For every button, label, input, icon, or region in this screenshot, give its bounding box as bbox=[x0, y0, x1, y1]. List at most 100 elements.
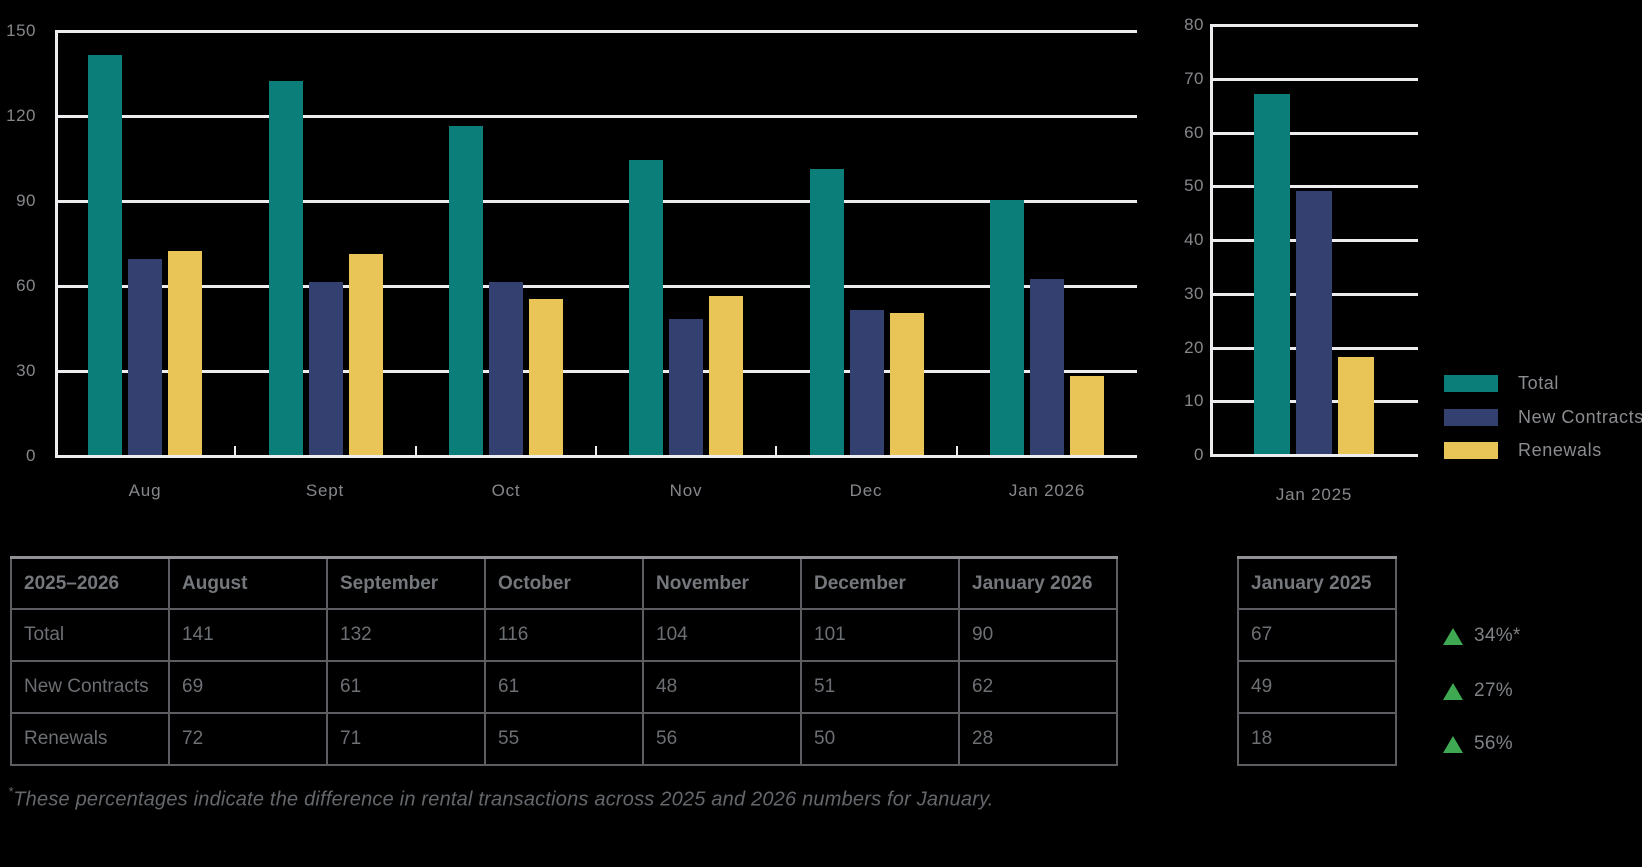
table-cell: 18 bbox=[1237, 712, 1397, 766]
bar-new-contracts bbox=[128, 259, 162, 455]
bar-new-contracts bbox=[489, 282, 523, 455]
triangle-up-icon bbox=[1443, 682, 1463, 700]
table-row: New Contracts 69 61 61 48 51 62 bbox=[10, 660, 1118, 714]
x-axis-label: Dec bbox=[849, 481, 883, 500]
table-header-row: January 2025 bbox=[1237, 556, 1397, 610]
table-header-cell: January 2026 bbox=[958, 556, 1118, 610]
triangle-up-icon bbox=[1443, 627, 1463, 645]
table-row: 49 bbox=[1237, 660, 1397, 714]
bar-total bbox=[1254, 94, 1290, 454]
y-axis-tick-label: 10 bbox=[1184, 391, 1204, 410]
x-axis-label: Aug bbox=[128, 481, 162, 500]
table-header-row: 2025–2026 August September October November D… bbox=[10, 556, 1118, 610]
y-axis-line bbox=[55, 30, 58, 458]
footnote-asterisk: * bbox=[8, 784, 14, 799]
triangle-up-icon bbox=[1443, 735, 1463, 753]
y-axis-tick-label: 20 bbox=[1184, 338, 1204, 357]
stat-value: 56% bbox=[1474, 733, 1513, 754]
table-row: 67 bbox=[1237, 608, 1397, 662]
table-cell: 69 bbox=[168, 660, 328, 714]
legend-item-new-contracts: New Contracts bbox=[1444, 407, 1642, 428]
bar-new-contracts bbox=[1030, 279, 1064, 455]
y-axis-tick-label: 80 bbox=[1184, 15, 1204, 34]
y-axis-line bbox=[1210, 24, 1213, 457]
bar-new-contracts bbox=[669, 319, 703, 455]
table-cell: 90 bbox=[958, 608, 1118, 662]
x-axis-line bbox=[1210, 454, 1418, 457]
table-cell: 104 bbox=[642, 608, 802, 662]
y-axis-tick-label: 30 bbox=[1184, 284, 1204, 303]
table-header-cell: January 2025 bbox=[1237, 556, 1397, 610]
legend-label: New Contracts bbox=[1518, 407, 1642, 427]
y-axis-tick-label: 70 bbox=[1184, 69, 1204, 88]
yoy-stat-row: 27% bbox=[1443, 679, 1513, 703]
data-table: January 2025 67 49 18 bbox=[1237, 556, 1397, 766]
x-axis-label: Jan 2026 bbox=[1008, 481, 1086, 500]
gridline bbox=[55, 370, 1137, 373]
plot-area bbox=[55, 30, 1137, 458]
legend-item-renewals: Renewals bbox=[1444, 440, 1602, 461]
yoy-stat-row: 56% bbox=[1443, 732, 1513, 756]
y-axis-tick-label: 0 bbox=[1194, 445, 1204, 464]
bar-renewals bbox=[890, 313, 924, 455]
legend-swatch-new-contracts-icon bbox=[1444, 409, 1498, 426]
legend-swatch-renewals-icon bbox=[1444, 442, 1498, 459]
table-header-cell: November bbox=[642, 556, 802, 610]
table-cell: 51 bbox=[800, 660, 960, 714]
x-axis-tick bbox=[234, 446, 236, 455]
bar-total bbox=[88, 55, 122, 455]
table-header-cell: September bbox=[326, 556, 486, 610]
table-cell: 48 bbox=[642, 660, 802, 714]
table-cell: 62 bbox=[958, 660, 1118, 714]
gridline bbox=[1210, 24, 1418, 27]
gridline bbox=[1210, 132, 1418, 135]
x-axis-tick bbox=[595, 446, 597, 455]
gridline bbox=[1210, 185, 1418, 188]
y-axis-tick-label: 120 bbox=[6, 106, 36, 125]
y-axis-tick-label: 90 bbox=[16, 191, 36, 210]
gridline bbox=[55, 200, 1137, 203]
footnote-text: These percentages indicate the differenc… bbox=[13, 788, 994, 811]
gridline bbox=[55, 285, 1137, 288]
bar-total bbox=[269, 81, 303, 455]
bar-total bbox=[810, 169, 844, 455]
table-cell: 141 bbox=[168, 608, 328, 662]
y-axis-tick-label: 40 bbox=[1184, 230, 1204, 249]
table-cell: 67 bbox=[1237, 608, 1397, 662]
table-header-cell: October bbox=[484, 556, 644, 610]
table-cell: 49 bbox=[1237, 660, 1397, 714]
bar-new-contracts bbox=[309, 282, 343, 455]
bar-new-contracts bbox=[1296, 191, 1332, 454]
y-axis-tick-label: 150 bbox=[6, 21, 36, 40]
y-axis-tick-label: 60 bbox=[16, 276, 36, 295]
table-cell: Total bbox=[10, 608, 170, 662]
table-header-cell: December bbox=[800, 556, 960, 610]
table-cell: 50 bbox=[800, 712, 960, 766]
gridline bbox=[55, 30, 1137, 33]
bar-renewals bbox=[1070, 376, 1104, 455]
plot-area bbox=[1210, 24, 1418, 457]
y-axis-tick-label: 60 bbox=[1184, 123, 1204, 142]
bar-total bbox=[449, 126, 483, 455]
x-axis-label: Sept bbox=[305, 481, 345, 500]
table-row: Renewals 72 71 55 56 50 28 bbox=[10, 712, 1118, 766]
table-row: Total 141 132 116 104 101 90 bbox=[10, 608, 1118, 662]
table-cell: 61 bbox=[326, 660, 486, 714]
legend-label: Total bbox=[1518, 373, 1560, 393]
legend-label: Renewals bbox=[1518, 440, 1602, 460]
table-cell: 28 bbox=[958, 712, 1118, 766]
table-cell: 55 bbox=[484, 712, 644, 766]
y-axis-tick-label: 30 bbox=[16, 361, 36, 380]
bar-new-contracts bbox=[850, 310, 884, 455]
table-cell: 101 bbox=[800, 608, 960, 662]
monthly-rentals-table: 2025–2026 August September October November D… bbox=[10, 556, 1118, 766]
x-axis-label: Nov bbox=[669, 481, 703, 500]
stat-value: 34%* bbox=[1474, 625, 1521, 646]
footnote: *These percentages indicate the differen… bbox=[8, 784, 994, 812]
legend-item-total: Total bbox=[1444, 373, 1559, 394]
table-cell: 72 bbox=[168, 712, 328, 766]
x-axis-tick bbox=[415, 446, 417, 455]
table-cell: 71 bbox=[326, 712, 486, 766]
bar-renewals bbox=[1338, 357, 1374, 454]
